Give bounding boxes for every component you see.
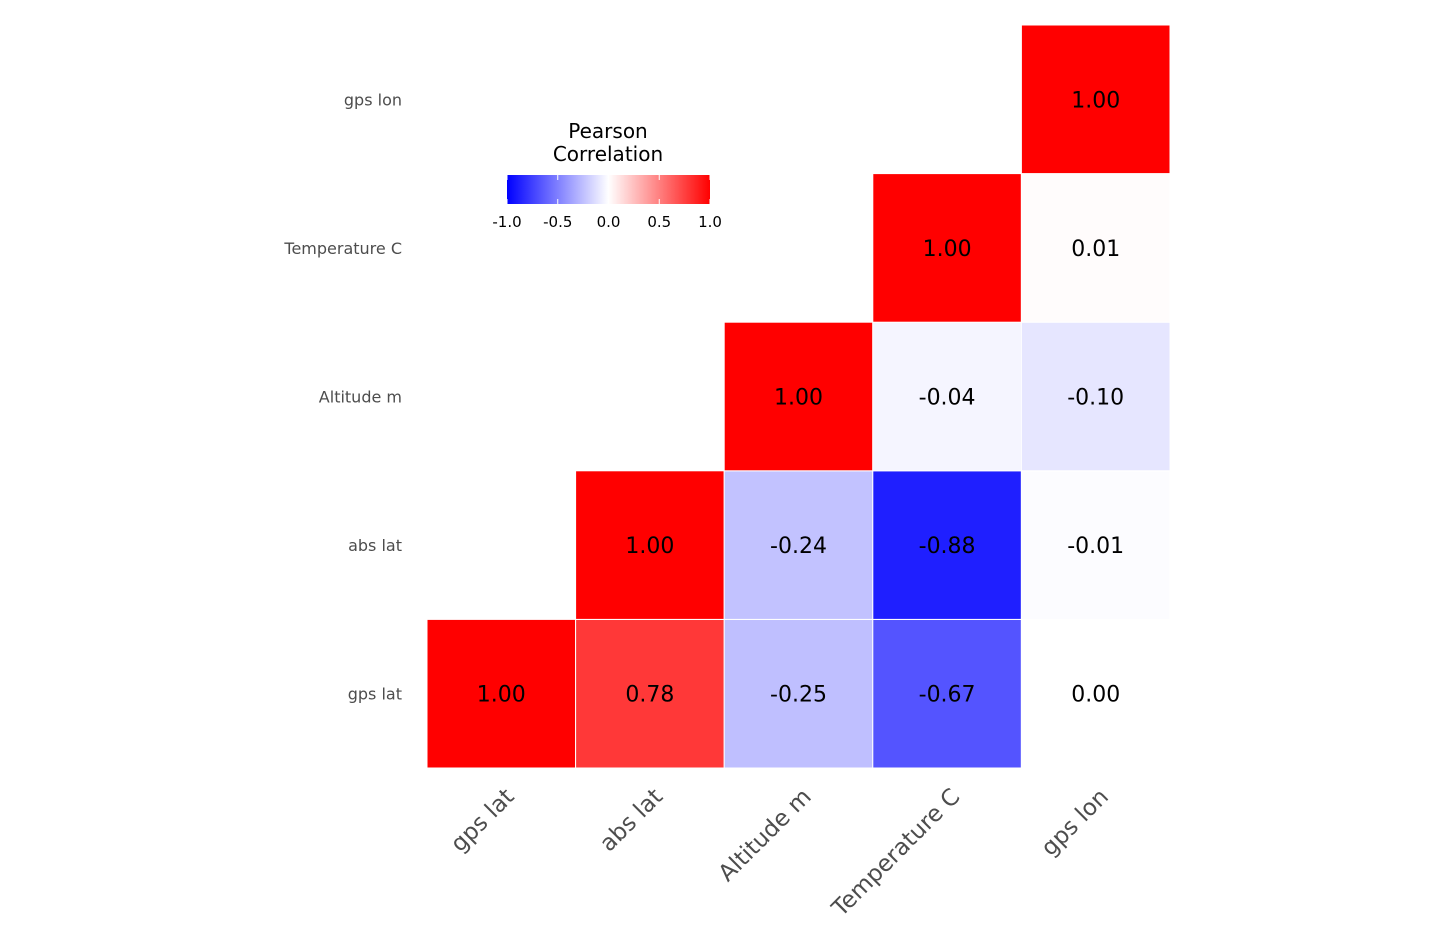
heatmap-cell-temperature-c-temperature-c — [872, 173, 1022, 323]
legend-tick-label: -1.0 — [492, 213, 521, 231]
y-axis: gps lat abs lat Altitude m Temperature C gps… — [283, 90, 402, 703]
y-tick-label: abs lat — [348, 536, 402, 555]
cell-value-label: 1.00 — [923, 237, 972, 262]
heatmap-cell-gps-lat-gps-lat — [426, 618, 577, 769]
heatmap-cell-altitude-m-altitude-m — [723, 321, 874, 472]
x-tick-label: gps lat — [446, 784, 520, 858]
y-tick-label: Altitude m — [319, 388, 402, 407]
x-tick-label: Altitude m — [714, 784, 817, 887]
heatmap-cell-altitude-m-abs-lat — [723, 470, 874, 620]
x-tick-label: abs lat — [595, 784, 668, 857]
cell-value-label: -0.25 — [770, 683, 827, 708]
cell-value-label: -0.01 — [1067, 534, 1124, 559]
cell-value-label: -0.67 — [919, 683, 976, 708]
x-axis: gps lat abs lat Altitude m Temperature C gps… — [446, 784, 1114, 923]
heatmap-cell-abs-lat-gps-lat — [575, 618, 725, 769]
cell-value-label: 1.00 — [774, 386, 823, 411]
legend-tick-label: -0.5 — [543, 213, 572, 231]
cell-value-label: 1.00 — [477, 683, 526, 708]
cell-value-label: 0.00 — [1071, 683, 1120, 708]
cell-value-label: 1.00 — [1071, 88, 1120, 113]
y-tick-label: Temperature C — [283, 239, 402, 258]
heatmap-cell-temperature-c-gps-lat — [872, 618, 1022, 769]
cell-labels-layer: 1.00 0.78 -0.25 -0.67 0.00 1.00 -0.24 -0.88 -0.0… — [477, 88, 1124, 707]
legend: Pearson Correlation -1.0 -0.5 0.0 0.5 1.0 — [492, 119, 722, 231]
y-tick-label: gps lon — [344, 90, 402, 109]
x-tick-label: gps lon — [1036, 784, 1113, 861]
heatmap-cell-gps-lon-abs-lat — [1020, 470, 1171, 620]
cell-value-label: 0.78 — [625, 683, 674, 708]
cell-value-label: -0.10 — [1067, 386, 1124, 411]
x-tick-label: Temperature C — [827, 784, 966, 923]
legend-title-line-1: Pearson — [568, 119, 647, 143]
legend-title-line-2: Correlation — [553, 142, 663, 166]
y-tick-label: gps lat — [348, 685, 402, 704]
cell-value-label: 1.00 — [625, 534, 674, 559]
heatmap-cell-abs-lat-abs-lat — [575, 470, 725, 620]
heatmap-cell-gps-lon-altitude-m — [1020, 321, 1171, 472]
cells-layer — [426, 24, 1171, 769]
cell-value-label: -0.88 — [919, 534, 976, 559]
legend-tick-label: 0.0 — [597, 213, 621, 231]
heatmap-cell-gps-lon-gps-lat — [1020, 618, 1171, 769]
heatmap-cell-gps-lon-gps-lon — [1020, 24, 1171, 175]
cell-value-label: -0.24 — [770, 534, 827, 559]
legend-ticks: -1.0 -0.5 0.0 0.5 1.0 — [492, 175, 722, 231]
legend-tick-label: 0.5 — [647, 213, 671, 231]
legend-tick-label: 1.0 — [698, 213, 722, 231]
cell-value-label: 0.01 — [1071, 237, 1120, 262]
heatmap-cell-temperature-c-abs-lat — [872, 470, 1022, 620]
cell-value-label: -0.04 — [919, 386, 976, 411]
